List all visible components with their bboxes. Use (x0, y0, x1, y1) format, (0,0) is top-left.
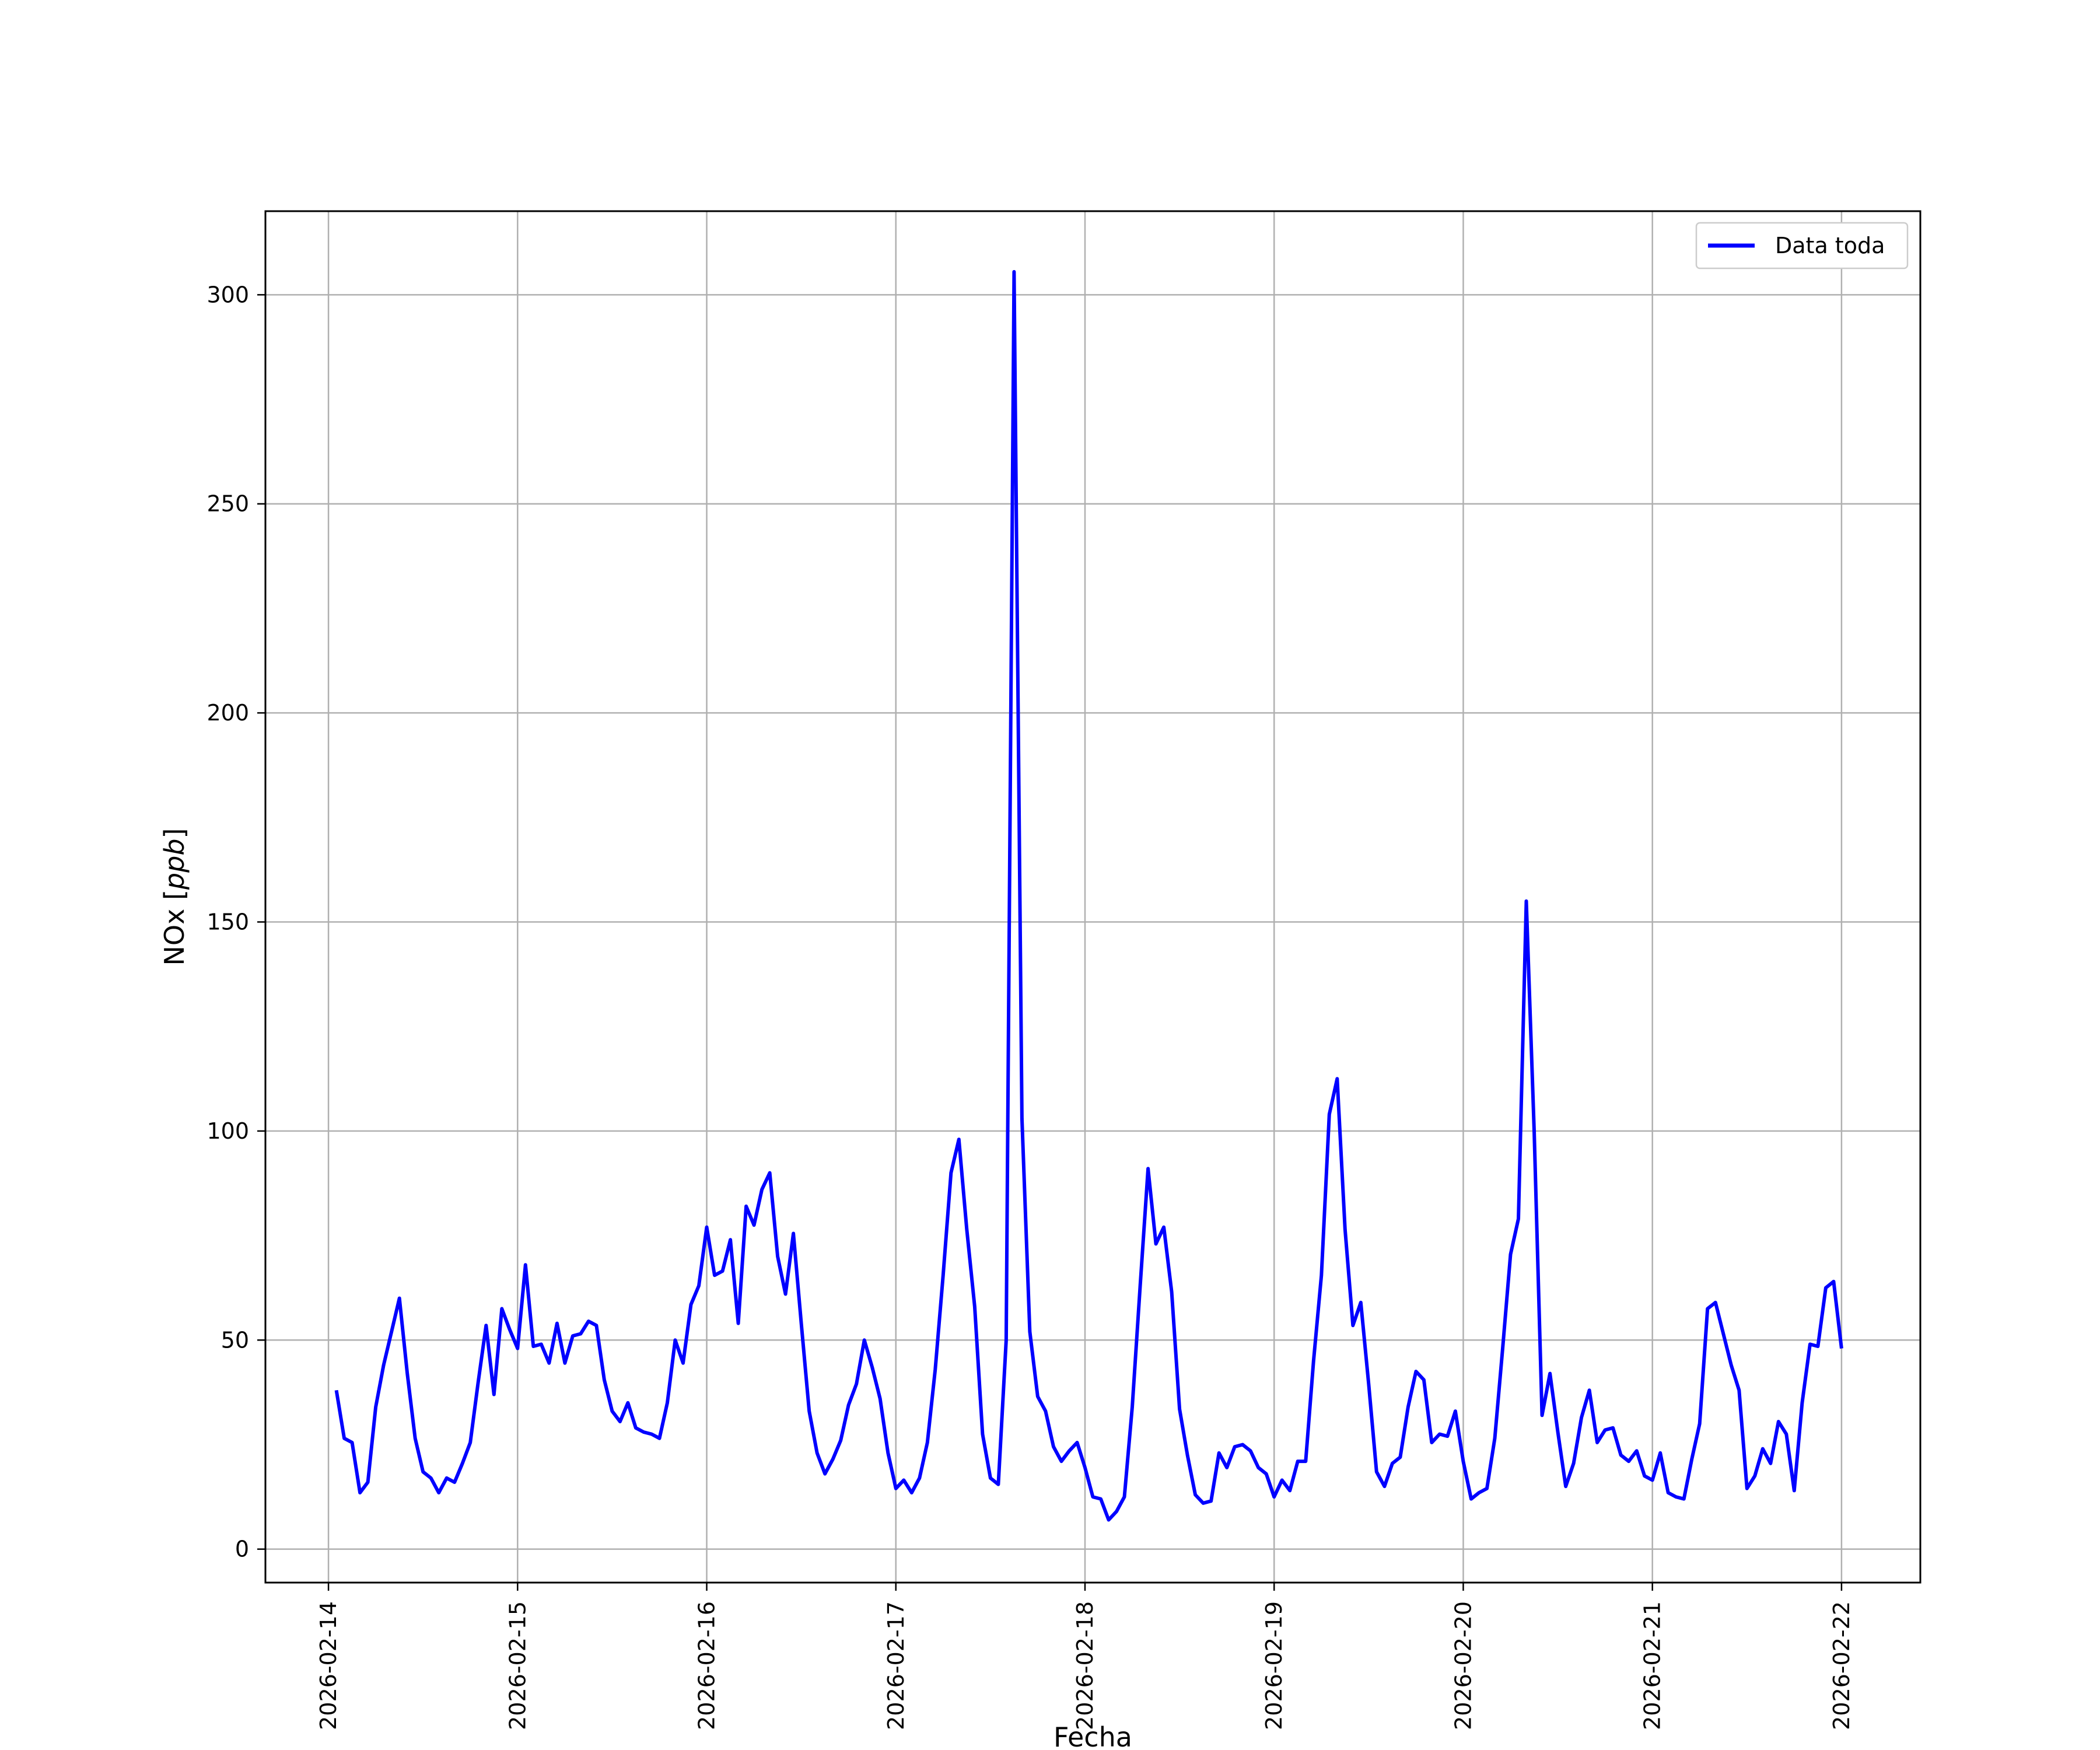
series-layer (334, 270, 1843, 1522)
y-tick-label: 150 (206, 909, 249, 935)
y-tick-label: 50 (221, 1327, 249, 1353)
y-tick-label: 300 (206, 282, 249, 307)
x-tick-label: 2026-02-21 (1640, 1601, 1665, 1730)
x-tick-label: 2026-02-18 (1072, 1601, 1098, 1730)
y-axis-label-close: ] (159, 828, 190, 839)
y-tick-label: 250 (206, 491, 249, 517)
y-tick-label: 100 (206, 1118, 249, 1144)
x-axis-label: Fecha (1054, 1721, 1132, 1750)
x-tick-label: 2026-02-16 (694, 1601, 720, 1730)
x-tick-label: 2026-02-20 (1450, 1601, 1476, 1730)
legend: Data toda (1695, 222, 1909, 270)
y-tick-label: 200 (206, 700, 249, 726)
x-tick-label: 2026-02-15 (505, 1601, 530, 1730)
y-axis: 0 50 100 150 200 250 300 (206, 282, 265, 1562)
x-tick-label: 2026-02-19 (1261, 1601, 1287, 1730)
y-axis-label-text: NOx [ (159, 890, 190, 965)
series-line-data-toda (334, 270, 1843, 1522)
y-tick-label: 0 (235, 1536, 249, 1562)
legend-label: Data toda (1775, 233, 1885, 258)
x-axis: 2026-02-14 2026-02-15 2026-02-16 2026-02-17… (316, 1583, 1854, 1730)
plot-frame (264, 210, 1922, 1584)
x-tick-label: 2026-02-22 (1829, 1601, 1854, 1730)
y-axis-label: NOx [ppb] (159, 828, 190, 966)
x-tick-label: 2026-02-14 (316, 1601, 341, 1730)
x-tick-label: 2026-02-17 (883, 1601, 909, 1730)
grid (265, 211, 1920, 1583)
y-axis-label-unit: ppb (159, 838, 190, 890)
legend-box (1695, 222, 1909, 270)
